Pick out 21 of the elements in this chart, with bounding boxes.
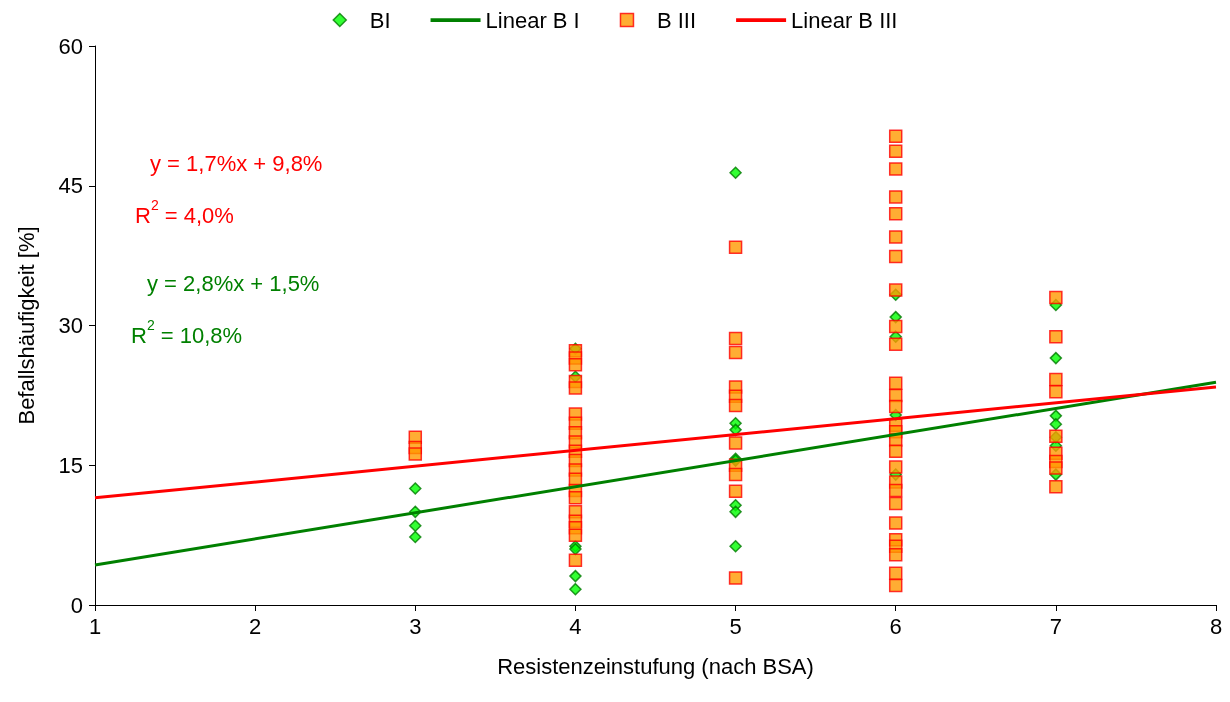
y-tick-label: 60 bbox=[58, 33, 83, 59]
legend-label: B III bbox=[656, 7, 697, 33]
legend-label: BI bbox=[369, 7, 391, 33]
x-tick-label: 1 bbox=[88, 613, 102, 639]
x-axis-title: Resistenzeinstufung (nach BSA) bbox=[497, 653, 814, 679]
annotation: y = 1,7%x + 9,8% bbox=[150, 150, 323, 176]
y-tick-label: 30 bbox=[58, 313, 83, 338]
x-tick-label: 4 bbox=[569, 613, 582, 639]
legend-label: Linear B III bbox=[791, 7, 898, 33]
x-tick-label: 8 bbox=[1209, 613, 1223, 639]
x-tick-label: 2 bbox=[249, 613, 262, 639]
y-tick-label: 0 bbox=[70, 592, 83, 618]
y-tick-label: 15 bbox=[58, 452, 83, 478]
y-axis-title: Befallshäufigkeit [%] bbox=[13, 226, 39, 425]
x-tick-label: 7 bbox=[1049, 613, 1062, 639]
annotation: y = 2,8%x + 1,5% bbox=[147, 270, 320, 296]
y-tick-label: 45 bbox=[58, 173, 83, 199]
x-tick-label: 6 bbox=[889, 613, 902, 639]
x-tick-label: 3 bbox=[409, 613, 422, 639]
legend-label: Linear B I bbox=[485, 7, 580, 33]
x-tick-label: 5 bbox=[729, 613, 742, 639]
